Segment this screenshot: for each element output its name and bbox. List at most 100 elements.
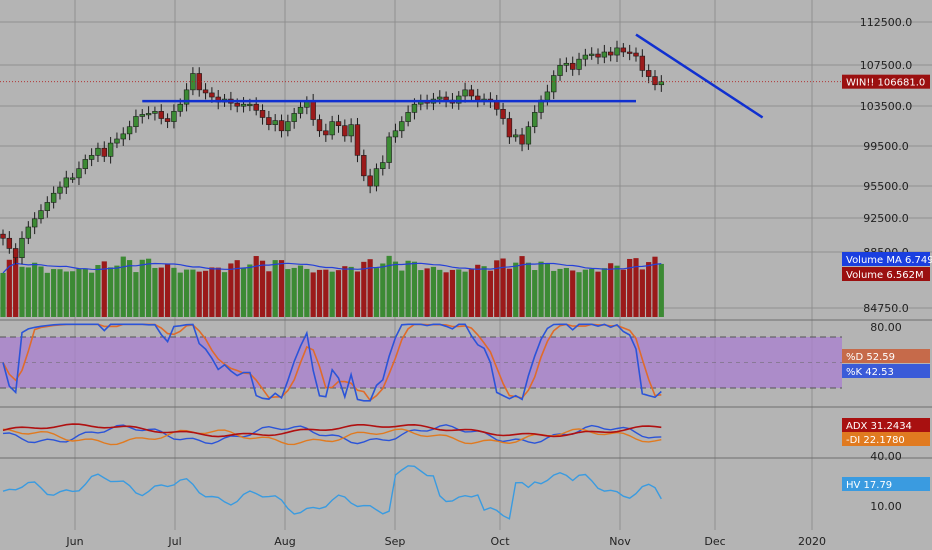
candle-body [506,118,513,138]
stochastic-d-tag: %D 52.59 [842,349,930,363]
volume-bars [0,255,664,317]
adx-tag: ADX 31.2434 [842,418,930,432]
candle-body [126,126,133,135]
volume-bar [304,268,310,317]
candle-body [348,124,354,137]
volume-bar [525,262,531,317]
candle-body [361,155,367,177]
volume-bar [519,256,525,317]
candle-body [145,113,152,116]
candle-body [588,53,595,56]
volume-bar [329,271,335,317]
volume-bar [253,256,259,317]
volume-bar [620,269,626,317]
volume-bar [247,264,253,317]
volume-bar [32,262,38,317]
candle-body [626,51,633,54]
candle-body [50,192,57,203]
volume-bar [570,270,576,317]
volume-bar [108,267,114,317]
candle-body [557,65,563,76]
volume-ma-tag: Volume MA 6.749M [842,252,932,266]
volume-bar [164,264,171,317]
volume-bar [6,259,12,317]
volume-bar [158,267,164,317]
volume-bar [202,270,209,317]
candle-body [462,89,468,97]
volume-bar [576,272,582,317]
candle-body [405,112,411,122]
candle-body [152,111,158,114]
candle-body [582,54,589,60]
volume-bar [430,266,437,317]
value-tags: WIN!! 106681.0 Volume MA 6.749M Volume 6.5… [842,74,932,491]
adx-tag-bg [842,418,930,432]
candle-body [411,103,418,113]
volume-bar [399,270,405,317]
volume-bar [506,268,512,317]
volume-bar [209,267,215,317]
candle-body [475,95,481,101]
volume-bar [13,257,19,317]
candle-body [291,113,297,122]
volume-bar [475,264,481,317]
volume-ma-tag-bg [842,252,930,266]
x-tick-label: Nov [609,535,631,548]
trendlines [0,33,842,119]
x-tick-label: Sep [385,535,406,548]
candle-body [652,76,658,86]
volume-tag-bg [842,267,930,281]
volume-bar [215,267,221,317]
candle-body [0,233,6,239]
candle-body [456,95,462,104]
candle-body [316,119,323,132]
candle-body [297,106,304,114]
x-tick-label: 2020 [798,535,826,548]
volume-bar [57,269,63,317]
volume-bar [133,272,139,317]
volume-bar [532,270,538,317]
volume-bar [89,272,95,317]
volume-bar [551,270,557,317]
volume-bar [25,267,31,317]
y-tick-label: 99500.0 [863,140,909,153]
candle-body [386,136,392,163]
volume-bar [487,270,494,317]
candle-body [120,133,126,140]
volume-bar [456,269,462,317]
volume-bar [538,261,544,317]
candle-body [164,118,171,122]
candle-body [107,142,114,157]
candle-body [158,111,164,119]
volume-bar [323,269,329,317]
candle-body [25,226,32,239]
volume-bar [127,260,133,317]
candle-body [658,81,665,86]
hv-tag-bg [842,477,930,491]
volume-bar [373,268,380,317]
candle-body [171,111,177,122]
volume-bar [411,261,418,317]
x-tick-label: Oct [490,535,510,548]
candle-body [601,51,608,58]
volume-bar [38,266,44,317]
candle-body [272,120,278,125]
candle-body [19,237,25,258]
volume-tag: Volume 6.562M [842,267,930,281]
y-tick-label: 92500.0 [863,212,909,225]
volume-bar [462,271,468,317]
minus-di-tag-bg [842,432,930,446]
volume-bar [367,259,373,317]
volume-bar [82,268,88,317]
volume-bar [386,255,392,317]
stochastic-k-tag-text: %K 42.53 [846,367,894,378]
volume-bar [183,269,190,317]
last-price-tag: WIN!! 106681.0 [842,74,930,89]
candle-body [620,47,627,53]
candle-body [133,116,139,128]
candle-body [633,52,639,57]
volume-bar [228,263,234,317]
volume-bar [145,258,152,317]
candle-body [82,159,88,169]
